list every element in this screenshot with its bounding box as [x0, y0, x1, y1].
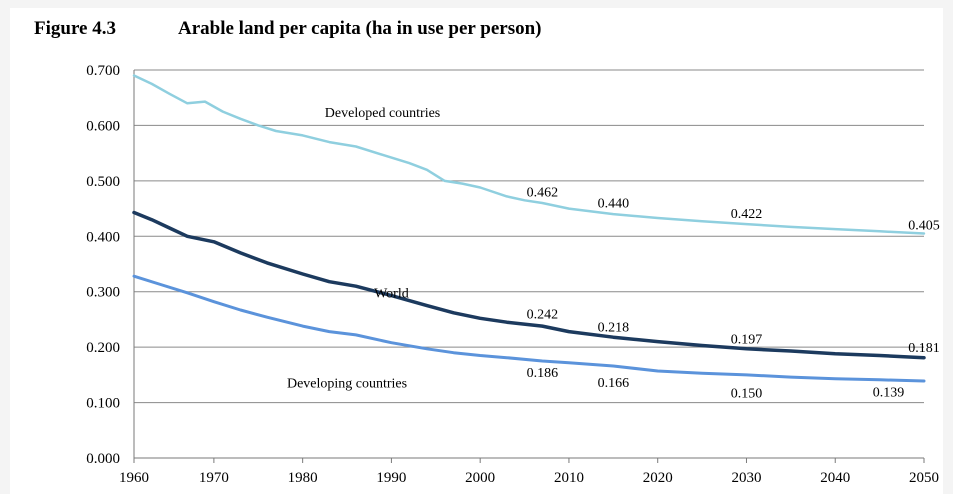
series-line-developing-countries	[132, 274, 926, 383]
y-tick-label: 0.400	[86, 229, 120, 245]
grid-lines	[134, 69, 924, 404]
x-tick-label: 1970	[199, 470, 229, 486]
figure-frame	[10, 8, 943, 494]
figure-title: Figure 4.3 Arable land per capita (ha in …	[34, 18, 542, 40]
data-label: 0.186	[527, 366, 559, 381]
data-label: 0.150	[731, 387, 763, 402]
data-label: Developing countries	[287, 377, 407, 392]
annotations: Developed countries World Developing count…	[287, 106, 940, 401]
y-tick-labels: 0.000 0.100 0.200 0.300 0.400 0.500 0.600 0.700	[86, 63, 120, 467]
y-tick-label: 0.500	[86, 174, 120, 190]
data-label: 0.139	[873, 385, 905, 400]
data-label: 0.218	[598, 321, 630, 336]
data-label: 0.181	[908, 341, 940, 356]
x-tick-label: 2040	[820, 470, 850, 486]
y-tick-label: 0.200	[86, 340, 120, 356]
figure-title-text: Arable land per capita (ha in use per pe…	[178, 18, 542, 39]
y-tick-label: 0.100	[86, 396, 120, 412]
x-tick-label: 2050	[909, 470, 939, 486]
x-tick-label: 1960	[119, 470, 149, 486]
x-tick-label: 2010	[554, 470, 584, 486]
y-tick-label: 0.600	[86, 118, 120, 134]
x-tick-label: 2030	[731, 470, 761, 486]
x-tick-label: 1990	[376, 470, 406, 486]
data-label: 0.440	[598, 196, 630, 211]
data-label: 0.405	[908, 219, 940, 234]
data-label: 0.422	[731, 207, 763, 222]
y-tick-label: 0.300	[86, 285, 120, 301]
axes	[133, 70, 925, 463]
data-label: Developed countries	[325, 106, 440, 121]
figure-number: Figure 4.3	[34, 18, 116, 39]
x-tick-labels: 1960 1970 1980 1990 2000 2010 2020 2030 2040 2050	[119, 470, 939, 486]
series-line-developed-countries	[132, 74, 926, 235]
x-tick-label: 2020	[643, 470, 673, 486]
data-label: 0.242	[527, 307, 559, 322]
data-label: 0.462	[527, 185, 559, 200]
series-lines	[132, 74, 926, 383]
y-tick-label: 0.000	[86, 451, 120, 467]
data-label: 0.197	[731, 332, 763, 347]
y-tick-label: 0.700	[86, 63, 120, 79]
data-label: World	[374, 286, 409, 301]
x-tick-label: 1980	[288, 470, 318, 486]
x-tick-label: 2000	[465, 470, 495, 486]
series-line-world	[132, 210, 926, 360]
data-label: 0.166	[598, 376, 630, 391]
